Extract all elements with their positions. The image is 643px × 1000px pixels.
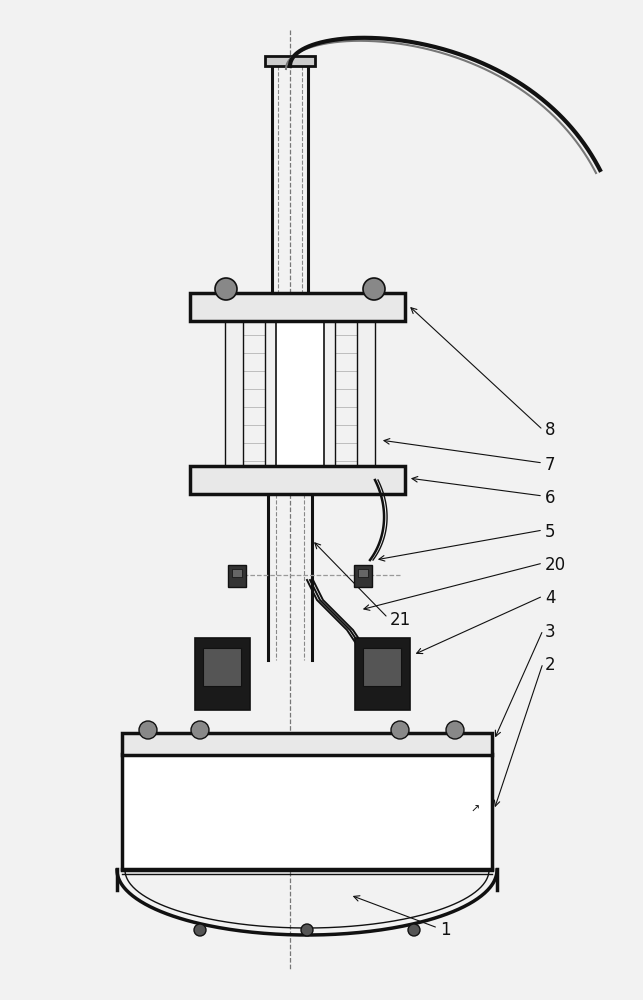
Text: ↗: ↗ xyxy=(470,805,480,815)
Bar xyxy=(354,565,372,587)
Bar xyxy=(122,733,492,755)
Bar xyxy=(363,648,401,686)
Text: 21: 21 xyxy=(390,611,412,629)
Circle shape xyxy=(408,924,420,936)
Bar xyxy=(355,638,410,710)
Circle shape xyxy=(363,278,385,300)
Bar xyxy=(228,565,246,587)
Bar xyxy=(358,569,368,577)
Bar xyxy=(276,320,324,468)
Bar xyxy=(203,648,241,686)
Bar xyxy=(195,638,250,710)
Circle shape xyxy=(301,924,313,936)
Circle shape xyxy=(191,721,209,739)
Text: 1: 1 xyxy=(440,921,451,939)
Circle shape xyxy=(391,721,409,739)
Bar xyxy=(232,569,242,577)
Circle shape xyxy=(446,721,464,739)
Circle shape xyxy=(194,924,206,936)
Text: 2: 2 xyxy=(545,656,556,674)
Text: 8: 8 xyxy=(545,421,556,439)
Bar xyxy=(122,754,492,870)
Text: 4: 4 xyxy=(545,589,556,607)
Bar xyxy=(190,466,405,494)
Bar xyxy=(190,293,405,321)
Circle shape xyxy=(139,721,157,739)
Text: 3: 3 xyxy=(545,623,556,641)
Text: 7: 7 xyxy=(545,456,556,474)
Bar xyxy=(225,320,243,468)
Text: 20: 20 xyxy=(545,556,566,574)
Text: 6: 6 xyxy=(545,489,556,507)
Bar xyxy=(317,320,335,468)
Text: 5: 5 xyxy=(545,523,556,541)
Bar xyxy=(357,320,375,468)
Bar xyxy=(265,320,283,468)
Circle shape xyxy=(215,278,237,300)
Bar xyxy=(265,56,315,66)
